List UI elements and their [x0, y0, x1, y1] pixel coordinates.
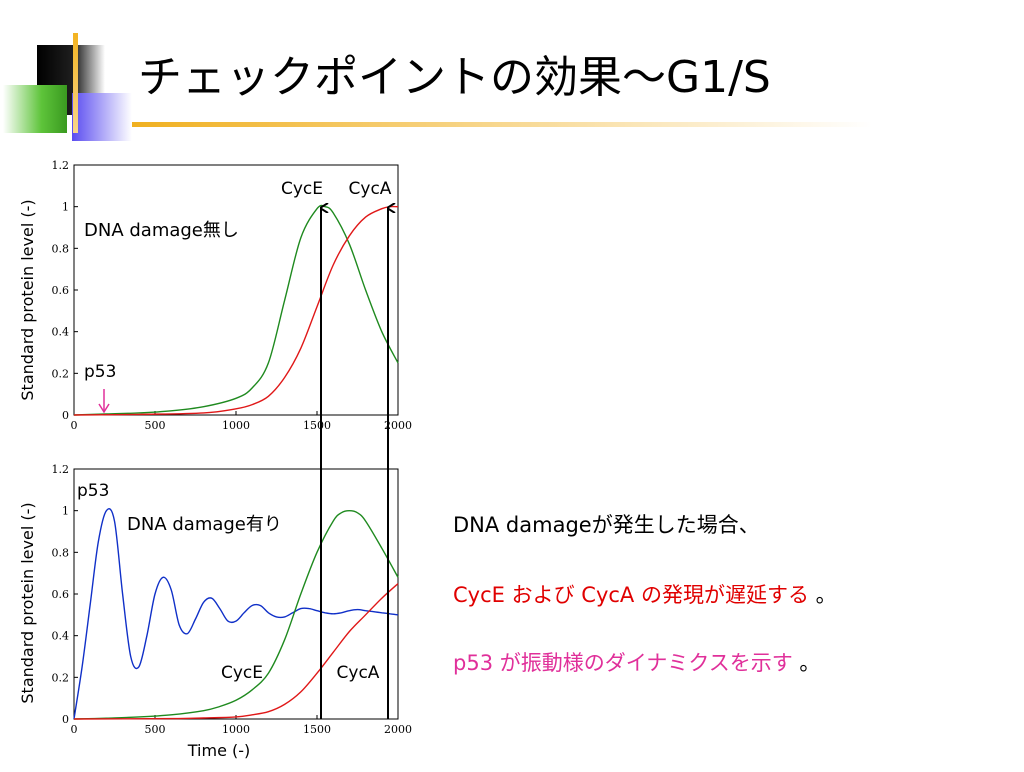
- y-tick-label: 0.8: [52, 242, 70, 255]
- chart2-y-axis-label: Standard protein level (-): [18, 502, 37, 703]
- chart2-x-ticks: 0 500 1000 1500 2000: [71, 715, 412, 736]
- y-tick-label: 1: [62, 505, 69, 518]
- series-line-p53: [73, 508, 399, 720]
- chart1-y-axis-label: Standard protein level (-): [18, 199, 37, 400]
- series-line-cyce: [73, 509, 399, 720]
- y-tick-label: 0.4: [52, 630, 70, 643]
- chart1-series: [73, 204, 399, 416]
- chart2-x-axis-label: Time (-): [187, 741, 251, 760]
- chart1-y-ticks: 0 0.2 0.4 0.6 0.8 1 1.2: [52, 159, 78, 422]
- note-3-p53: p53: [453, 651, 493, 675]
- y-tick-label: 0: [62, 409, 69, 422]
- note-3-oscillation: が振動様のダイナミクスを示す: [500, 651, 793, 675]
- note-2-cyca: CycA: [581, 583, 635, 607]
- x-tick-label: 1000: [222, 723, 250, 736]
- chart-no-damage: 0 0.2 0.4 0.6 0.8 1 1.2 0 500 1000 1500 2000 Stand…: [18, 159, 412, 432]
- y-tick-label: 0.6: [52, 588, 70, 601]
- chart2-label-cyca: CycA: [337, 663, 380, 683]
- x-tick-label: 2000: [384, 419, 412, 432]
- x-tick-label: 1500: [303, 419, 331, 432]
- y-tick-label: 0: [62, 713, 69, 726]
- x-tick-label: 0: [71, 723, 78, 736]
- y-tick-label: 0.6: [52, 284, 70, 297]
- series-line-cyca: [73, 583, 399, 720]
- title-underline: [132, 122, 872, 127]
- note-line-1: DNA damageが発生した場合、: [453, 513, 760, 537]
- chart1-x-ticks: 0 500 1000 1500 2000: [71, 411, 412, 432]
- y-tick-label: 0.4: [52, 326, 70, 339]
- chart2-label-cyce: CycE: [221, 663, 263, 683]
- p53-arrow-icon: [98, 389, 110, 414]
- note-2-period: 。: [816, 583, 837, 607]
- x-tick-label: 2000: [384, 723, 412, 736]
- chart2-series: [73, 508, 399, 720]
- chart1-label-cyce: CycE: [281, 179, 323, 199]
- decor-vertical-bar: [73, 33, 78, 133]
- note-2-delay: の発現が遅延する: [641, 583, 809, 607]
- decor-green-square: [3, 85, 67, 133]
- chart1-label-cyca: CycA: [349, 179, 392, 199]
- y-tick-label: 1.2: [52, 159, 70, 172]
- x-tick-label: 1500: [303, 723, 331, 736]
- x-tick-label: 500: [145, 723, 166, 736]
- title-decoration: [3, 33, 872, 141]
- note-3-period: 。: [799, 651, 820, 675]
- chart1-label-p53: p53: [84, 362, 116, 382]
- series-line-cyce: [73, 204, 399, 416]
- y-tick-label: 0.2: [52, 671, 70, 684]
- y-tick-label: 1.2: [52, 463, 70, 476]
- note-line-2: CycE および CycA の発現が遅延する 。: [453, 583, 837, 607]
- chart1-frame: [73, 164, 399, 416]
- chart2-label-damage: DNA damage有り: [127, 514, 282, 535]
- chart2-y-ticks: 0 0.2 0.4 0.6 0.8 1 1.2: [52, 463, 78, 726]
- chart-with-damage: 0 0.2 0.4 0.6 0.8 1 1.2 0 500 1000 1500 2000 Stand…: [18, 463, 412, 760]
- chart2-label-p53: p53: [77, 481, 109, 501]
- page-title: チェックポイントの効果～G1/S: [138, 52, 771, 103]
- chart1-label-no-damage: DNA damage無し: [84, 220, 239, 241]
- y-tick-label: 1: [62, 201, 69, 214]
- x-tick-label: 500: [145, 419, 166, 432]
- y-tick-label: 0.8: [52, 546, 70, 559]
- x-tick-label: 0: [71, 419, 78, 432]
- note-line-3: p53 が振動様のダイナミクスを示す 。: [453, 651, 820, 675]
- x-tick-label: 1000: [222, 419, 250, 432]
- note-1-text: DNA damageが発生した場合、: [453, 513, 760, 537]
- note-2-cyce: CycE: [453, 583, 505, 607]
- decor-blue-square: [72, 93, 132, 141]
- note-2-and: および: [512, 583, 575, 607]
- series-line-cyca: [73, 205, 399, 416]
- y-tick-label: 0.2: [52, 367, 70, 380]
